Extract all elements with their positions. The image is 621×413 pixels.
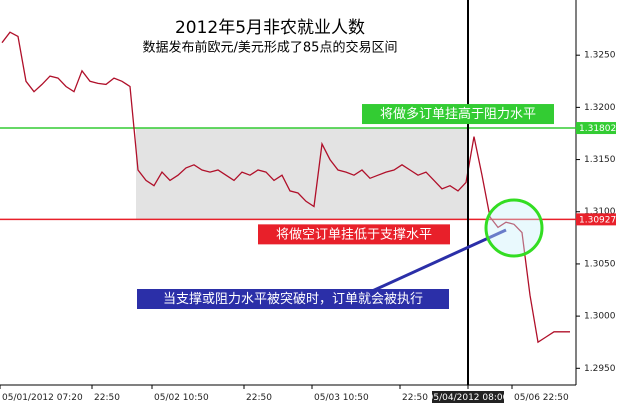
support-note-box [258, 224, 450, 245]
y-tick-label: 1.3000 [584, 312, 616, 322]
price-line [1, 31, 570, 344]
breakout-pointer [369, 228, 507, 294]
resistance-note: 将做多订单挂高于阻力水平 [380, 106, 536, 122]
x-tick-label: 05/06 22:50 [514, 393, 569, 403]
x-tick-label: 22:50 [94, 393, 120, 403]
resistance-price-box [576, 122, 616, 135]
y-tick-label: 1.3200 [584, 103, 616, 113]
x-tick-label: 05/02 10:50 [154, 393, 209, 403]
range-box [136, 128, 468, 220]
breakout-note: 当支撑或阻力水平被突破时，订单就会被执行 [163, 291, 423, 307]
x-tick-label: 22:50 [402, 393, 428, 403]
y-tick-label: 1.3250 [584, 51, 616, 61]
breakout-circle [484, 198, 544, 258]
x-tick-label: 22:50 [246, 393, 272, 403]
breakout-note-box [137, 289, 449, 309]
resistance-note-box [362, 104, 554, 125]
chart-subtitle: 数据发布前欧元/美元形成了85点的交易区间 [143, 40, 398, 56]
support-price-label: 1.30927 [579, 215, 616, 225]
resistance-price-label: 1.31802 [579, 124, 616, 134]
support-note: 将做空订单挂低于支撑水平 [276, 227, 432, 242]
x-tick-highlight [432, 391, 504, 403]
x-tick-label: 05/04/2012 08:00 [428, 393, 509, 403]
y-tick-label: 1.3150 [584, 155, 616, 165]
y-tick-label: 1.3100 [584, 207, 616, 217]
chart-title: 2012年5月非农就业人数 [175, 18, 365, 38]
y-tick-label: 1.3050 [584, 259, 616, 269]
support-price-box [576, 213, 616, 226]
x-tick-label: 05/03 10:50 [314, 393, 369, 403]
y-tick-label: 1.2950 [584, 364, 616, 374]
x-tick-label: 05/01/2012 07:20 [2, 393, 83, 403]
